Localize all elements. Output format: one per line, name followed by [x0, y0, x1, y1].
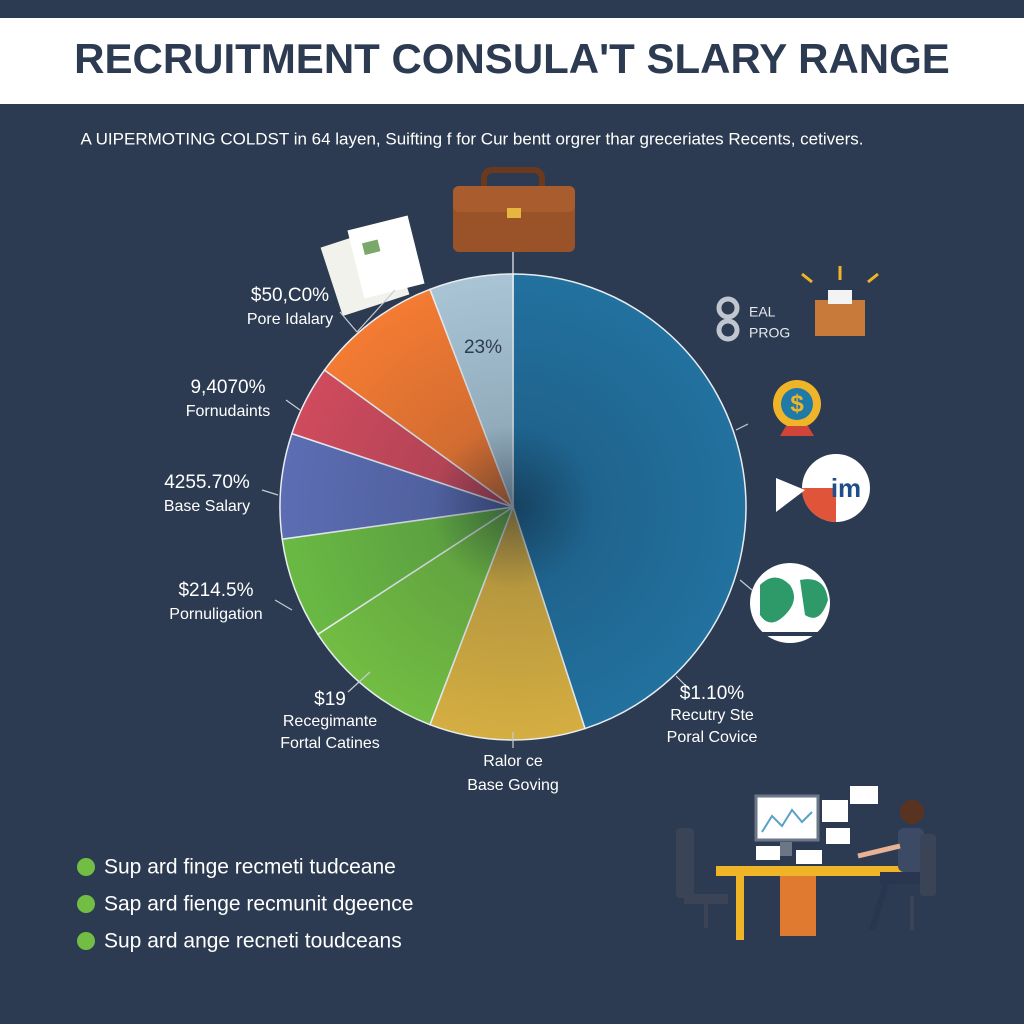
globe-icon	[748, 563, 832, 643]
annotation-label: Recutry Ste	[670, 707, 754, 724]
icon-text: PROG	[749, 325, 790, 341]
annotation-label: Recegimante	[283, 713, 377, 730]
annotation-value: $19	[314, 689, 346, 710]
leader-line	[261, 489, 279, 496]
annotation-label: Fortal Catines	[280, 735, 380, 752]
bullet-dot	[77, 932, 95, 950]
annotation-label: Base Salary	[164, 498, 250, 515]
annotation-label: Fornudaints	[186, 403, 271, 420]
pie-annotations: $50,C0% Pore Idalary 9,4070% Fornudaints 425…	[164, 285, 758, 794]
gift-icon	[801, 266, 879, 336]
annotation-label: Pornuligation	[169, 606, 262, 623]
slice-label: 23%	[464, 337, 502, 358]
subtitle: A UIPERMOTING COLDST in 64 layen, Suifti…	[81, 129, 864, 148]
icon-text: EAL	[749, 304, 776, 320]
annotation-value: $1.10%	[680, 683, 745, 704]
coin-icon: $	[773, 380, 821, 436]
icon-text: im	[831, 473, 861, 503]
bullet-text: Sup ard ange recneti toudceans	[104, 930, 402, 953]
leader-line	[285, 399, 301, 411]
bullet-text: Sup ard finge recmeti tudceane	[104, 856, 396, 879]
svg-text:$: $	[790, 390, 804, 417]
briefcase-icon	[453, 167, 575, 275]
bullet-dot	[77, 895, 95, 913]
annotation-value: $214.5%	[178, 580, 253, 601]
bullet-list: Sup ard finge recmeti tudceane Sap ard fi…	[77, 856, 413, 953]
bullet-dot	[77, 858, 95, 876]
icon-texts: EAL PROG im	[749, 304, 861, 503]
pie-chart: 23%	[279, 273, 747, 741]
leader-line	[347, 671, 371, 693]
annotation-label: Ralor ce	[483, 753, 543, 770]
leader-line	[675, 675, 691, 691]
annotation-value: 4255.70%	[164, 472, 250, 493]
annotation-value: $50,C0%	[251, 285, 329, 306]
office-illustration	[676, 786, 936, 940]
title: RECRUITMENT CONSULA'T SLARY RANGE	[74, 35, 950, 82]
annotation-label: Poral Covice	[667, 729, 758, 746]
annotation-value: 9,4070%	[190, 377, 265, 398]
bullet-text: Sap ard fienge recmunit dgeence	[104, 893, 413, 916]
leader-line	[274, 599, 293, 611]
title-band	[0, 18, 1024, 104]
annotation-label: Base Goving	[467, 777, 559, 794]
annotation-label: Pore Idalary	[247, 311, 333, 328]
chart-bubble-icon	[776, 454, 870, 522]
leader-line	[339, 311, 358, 333]
